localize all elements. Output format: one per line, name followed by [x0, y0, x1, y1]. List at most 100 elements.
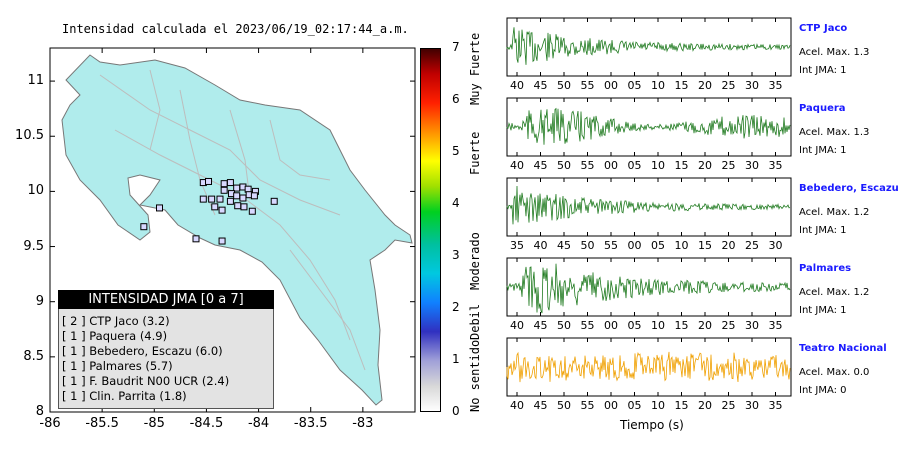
waveform-time-tick: 25	[721, 319, 736, 332]
map-y-tick: 8.5	[23, 348, 44, 364]
map-x-tick: -86	[39, 416, 61, 431]
max-acceleration: Acel. Max. 0.0	[799, 367, 870, 378]
station-marker	[218, 237, 226, 245]
legend-row: [ 2 ] CTP Jaco (3.2)	[62, 314, 170, 328]
waveform-time-tick: 55	[580, 319, 595, 332]
legend-row: [ 1 ] Paquera (4.9)	[62, 329, 168, 343]
waveform-trace	[506, 107, 791, 145]
map-y-tick: 10	[27, 183, 44, 199]
waveform-time-tick: 10	[651, 159, 665, 172]
waveform-time-tick: 25	[721, 79, 736, 92]
map-x-tick: -83.5	[293, 416, 328, 431]
station-markers	[140, 177, 278, 245]
map-y-tick: 8	[35, 404, 44, 419]
legend-row: [ 1 ] F. Baudrit N00 UCR (2.4)	[62, 374, 230, 388]
waveform-time-tick: 30	[768, 239, 783, 252]
waveform-time-tick: 15	[698, 239, 712, 252]
waveform-time-tick: 45	[533, 79, 548, 92]
waveform-time-tick: 15	[674, 399, 689, 412]
max-acceleration: Acel. Max. 1.2	[799, 207, 870, 218]
colorbar-tick: 0	[452, 404, 460, 418]
station-name: CTP Jaco	[799, 23, 848, 34]
road-network	[99, 69, 366, 371]
station-marker	[240, 203, 248, 211]
legend-row: [ 1 ] Palmares (5.7)	[62, 359, 173, 373]
waveform-time-tick: 30	[745, 319, 759, 332]
jma-intensity: Int JMA: 1	[799, 65, 847, 76]
map-y-tick: 10.5	[15, 128, 44, 144]
waveform-time-tick: 20	[721, 239, 736, 252]
jma-intensity: Int JMA: 1	[799, 305, 847, 316]
colorbar-tick: 4	[452, 196, 460, 210]
waveform-time-tick: 35	[768, 399, 783, 412]
waveform-time-tick: 25	[721, 159, 736, 172]
waveform-frame	[506, 17, 792, 77]
map-y-tick: 9.5	[23, 238, 44, 254]
legend-row: [ 1 ] Clin. Parrita (1.8)	[62, 389, 187, 403]
station-marker	[205, 177, 213, 185]
station-marker	[226, 197, 234, 205]
waveform-time-tick: 25	[745, 239, 759, 252]
station-marker	[226, 179, 234, 187]
waveform-time-tick: 05	[627, 319, 642, 332]
colorbar-tick: 1	[452, 352, 460, 366]
station-marker	[211, 203, 219, 211]
map-x-tick: -85.5	[85, 416, 119, 431]
waveform-time-tick: 45	[533, 399, 548, 412]
map-x-tick: -84	[247, 416, 270, 431]
map-x-tick: -83	[352, 416, 374, 431]
waveform-time-tick: 00	[604, 79, 618, 92]
colorbar-tick: 6	[452, 92, 460, 106]
map-y-tick: 11	[27, 73, 44, 89]
waveform-time-tick: 55	[580, 159, 595, 172]
colorbar-tick: 2	[452, 300, 460, 314]
waveform-time-tick: 10	[651, 319, 665, 332]
map-y-tick: 9	[35, 293, 44, 309]
max-acceleration: Acel. Max. 1.3	[799, 47, 870, 58]
waveform-time-tick: 55	[580, 79, 595, 92]
station-marker	[156, 204, 163, 212]
waveform-time-tick: 15	[674, 159, 689, 172]
costa-rica-land	[61, 54, 413, 406]
station-marker	[208, 195, 216, 203]
station-marker	[192, 235, 200, 243]
waveform-time-tick: 15	[674, 79, 689, 92]
waveform-time-tick: 50	[557, 159, 571, 172]
waveform-time-tick: 20	[698, 399, 712, 412]
waveform-time-tick: 25	[721, 399, 736, 412]
legend-title: INTENSIDAD JMA [0 a 7]	[58, 290, 274, 309]
waveform-time-tick: 45	[533, 319, 548, 332]
jma-intensity: Int JMA: 1	[799, 225, 847, 236]
waveform-time-tick: 40	[533, 239, 548, 252]
waveform-time-tick: 40	[510, 79, 524, 92]
waveform-time-tick: 05	[651, 239, 665, 252]
max-acceleration: Acel. Max. 1.2	[799, 287, 870, 298]
waveform-time-tick: 50	[557, 319, 571, 332]
waveform-time-tick: 05	[627, 79, 642, 92]
waveform-time-tick: 35	[510, 239, 524, 252]
waveform-time-tick: 55	[604, 239, 618, 252]
station-name: Palmares	[799, 263, 852, 274]
station-marker	[270, 197, 278, 205]
colorbar-tick: 7	[452, 40, 460, 54]
max-acceleration: Acel. Max. 1.3	[799, 127, 870, 138]
waveform-time-tick: 50	[580, 239, 595, 252]
waveform-time-tick: 40	[510, 159, 524, 172]
station-marker	[140, 223, 148, 231]
waveform-time-tick: 35	[768, 159, 783, 172]
station-marker	[250, 192, 258, 200]
station-marker	[199, 195, 207, 203]
colorbar-tick: 3	[452, 248, 460, 262]
intensity-colorbar	[420, 48, 441, 412]
station-marker	[218, 206, 226, 214]
waveform-time-tick: 20	[698, 319, 712, 332]
waveform-trace	[506, 263, 791, 314]
station-name: Teatro Nacional	[799, 343, 887, 354]
waveform-time-tick: 50	[557, 399, 571, 412]
waveform-time-tick: 05	[627, 399, 642, 412]
station-name: Bebedero, Escazu	[799, 183, 899, 194]
map-x-tick: -84.5	[189, 416, 224, 431]
waveform-time-tick: 45	[557, 239, 571, 252]
waveform-time-tick: 10	[674, 239, 689, 252]
